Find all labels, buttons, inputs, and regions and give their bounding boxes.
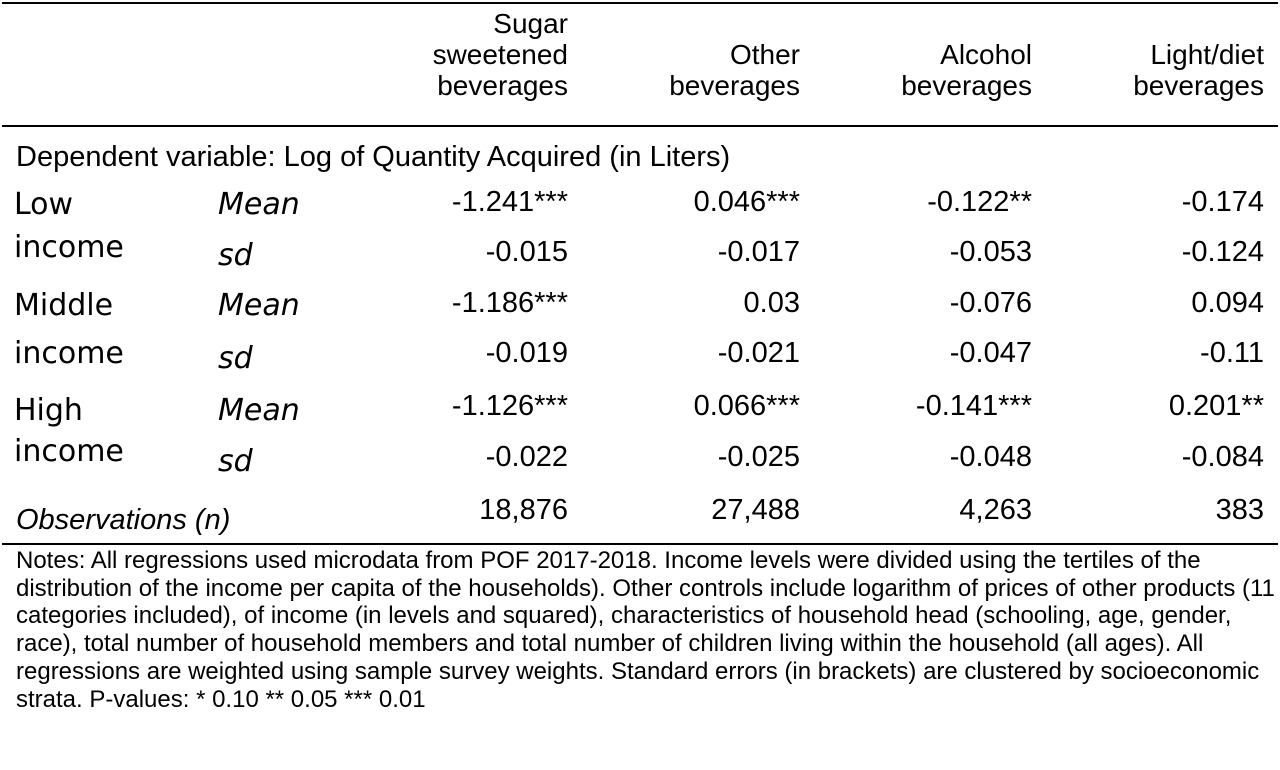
group-label-low-line1: Low <box>14 187 74 222</box>
table-cell: -0.11 <box>1200 337 1264 369</box>
table-cell: -0.053 <box>949 236 1032 268</box>
table-cell: -0.122** <box>927 186 1032 218</box>
observations-value: 4,263 <box>959 494 1032 526</box>
group-label-middle-line2: income <box>14 336 124 371</box>
table-cell: 0.201** <box>1168 390 1264 422</box>
table-notes: Notes: All regressions used microdata fr… <box>16 547 1275 713</box>
table-cell: -0.017 <box>717 236 800 268</box>
group-label-middle-line1: Middle <box>14 288 114 323</box>
table-cell: -0.047 <box>949 337 1032 369</box>
stat-label-mean: Mean <box>218 187 300 222</box>
table-cell: -0.019 <box>485 337 568 369</box>
column-header-sugar-sweetened: Sugar sweetened beverages <box>432 8 568 101</box>
table-cell: 0.094 <box>1191 287 1264 319</box>
table-cell: -0.124 <box>1181 236 1264 268</box>
stat-label-sd: sd <box>218 238 253 273</box>
table-cell: -1.186*** <box>451 287 568 319</box>
table-cell: -0.015 <box>485 236 568 268</box>
stat-label-sd: sd <box>218 341 253 376</box>
table-cell: -0.141*** <box>915 390 1032 422</box>
table-cell: -0.021 <box>717 337 800 369</box>
table-cell: -0.084 <box>1181 441 1264 473</box>
group-label-high-line1: High <box>14 393 83 428</box>
group-label-low-line2: income <box>14 230 124 265</box>
table-cell: -0.174 <box>1181 186 1264 218</box>
table-top-rule <box>2 2 1278 4</box>
stat-label-mean: Mean <box>218 288 300 323</box>
observations-value: 383 <box>1215 494 1264 526</box>
table-cell: 0.066*** <box>693 390 800 422</box>
table-cell: 0.03 <box>743 287 800 319</box>
column-header-light-diet: Light/diet beverages <box>1133 39 1264 101</box>
table-cell: -1.241*** <box>451 186 568 218</box>
table-cell: 0.046*** <box>693 186 800 218</box>
table-cell: -0.022 <box>485 441 568 473</box>
observations-value: 27,488 <box>711 494 800 526</box>
table-cell: -0.048 <box>949 441 1032 473</box>
stat-label-sd: sd <box>218 444 253 479</box>
observations-label: Observations (n) <box>16 504 231 536</box>
table-cell: -1.126*** <box>451 390 568 422</box>
dependent-variable-label: Dependent variable: Log of Quantity Acqu… <box>16 141 731 173</box>
stat-label-mean: Mean <box>218 393 300 428</box>
column-header-other: Other beverages <box>669 39 800 101</box>
header-rule <box>2 125 1278 127</box>
column-header-alcohol: Alcohol beverages <box>901 39 1032 101</box>
group-label-high-line2: income <box>14 434 124 469</box>
observations-value: 18,876 <box>479 494 568 526</box>
table-cell: -0.076 <box>949 287 1032 319</box>
table-cell: -0.025 <box>717 441 800 473</box>
notes-rule <box>2 543 1278 545</box>
